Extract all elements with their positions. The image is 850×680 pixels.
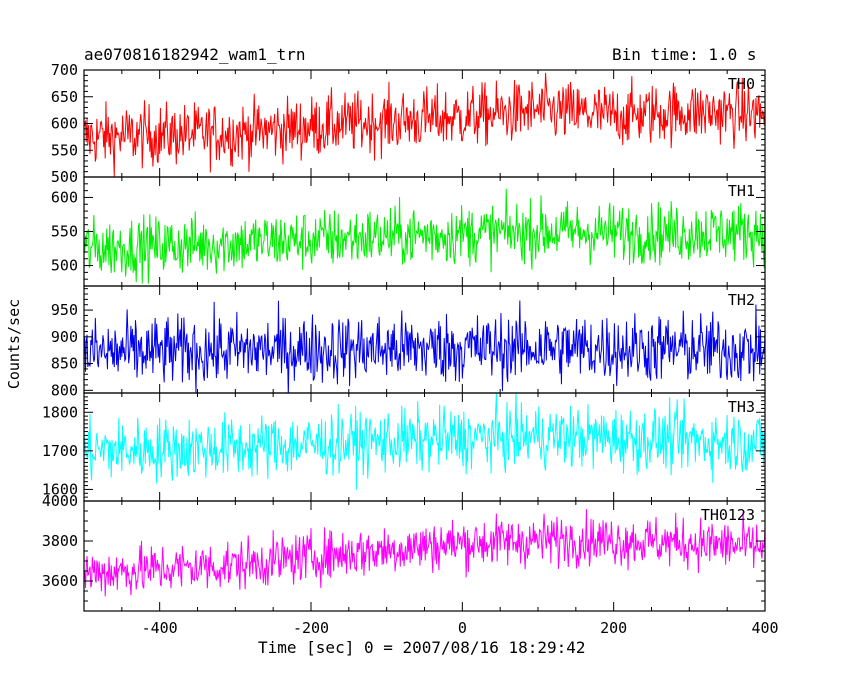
y-tick-label: 3600: [42, 572, 78, 590]
y-tick-label: 550: [51, 141, 78, 159]
y-tick-label: 1600: [42, 480, 78, 498]
y-tick-label: 500: [51, 168, 78, 186]
y-tick-label: 3800: [42, 532, 78, 550]
series-line-th2: [84, 300, 765, 393]
y-tick-label: 1800: [42, 403, 78, 421]
panel-label-th3: TH3: [728, 398, 755, 416]
series-line-th3: [84, 393, 765, 490]
chart-title: ae070816182942_wam1_trn: [84, 45, 306, 64]
y-tick-label: 1700: [42, 442, 78, 460]
bin-time-label: Bin time: 1.0 s: [612, 45, 757, 64]
x-tick-label: -200: [293, 619, 329, 637]
y-tick-label: 600: [51, 115, 78, 133]
y-tick-label: 500: [51, 257, 78, 275]
y-tick-label: 600: [51, 188, 78, 206]
y-tick-label: 800: [51, 381, 78, 399]
panel-label-th0: TH0: [728, 75, 755, 93]
panel-label-th2: TH2: [728, 291, 755, 309]
panel-frame-th0123: [83, 500, 766, 612]
y-tick-label: 850: [51, 355, 78, 373]
series-line-th0: [84, 72, 765, 177]
y-tick-label: 650: [51, 88, 78, 106]
y-tick-label: 950: [51, 301, 78, 319]
series-line-th1: [84, 188, 765, 284]
y-tick-label: 700: [51, 61, 78, 79]
x-tick-label: -400: [142, 619, 178, 637]
y-tick-label: 4000: [42, 492, 78, 510]
series-line-th0123: [84, 509, 765, 597]
panel-label-th1: TH1: [728, 182, 755, 200]
x-axis-label: Time [sec] 0 = 2007/08/16 18:29:42: [258, 638, 586, 657]
x-tick-label: 200: [600, 619, 627, 637]
y-tick-label: 550: [51, 223, 78, 241]
x-tick-label: 400: [751, 619, 778, 637]
y-tick-label: 900: [51, 328, 78, 346]
x-tick-label: 0: [458, 619, 467, 637]
panel-label-th0123: TH0123: [701, 506, 755, 524]
